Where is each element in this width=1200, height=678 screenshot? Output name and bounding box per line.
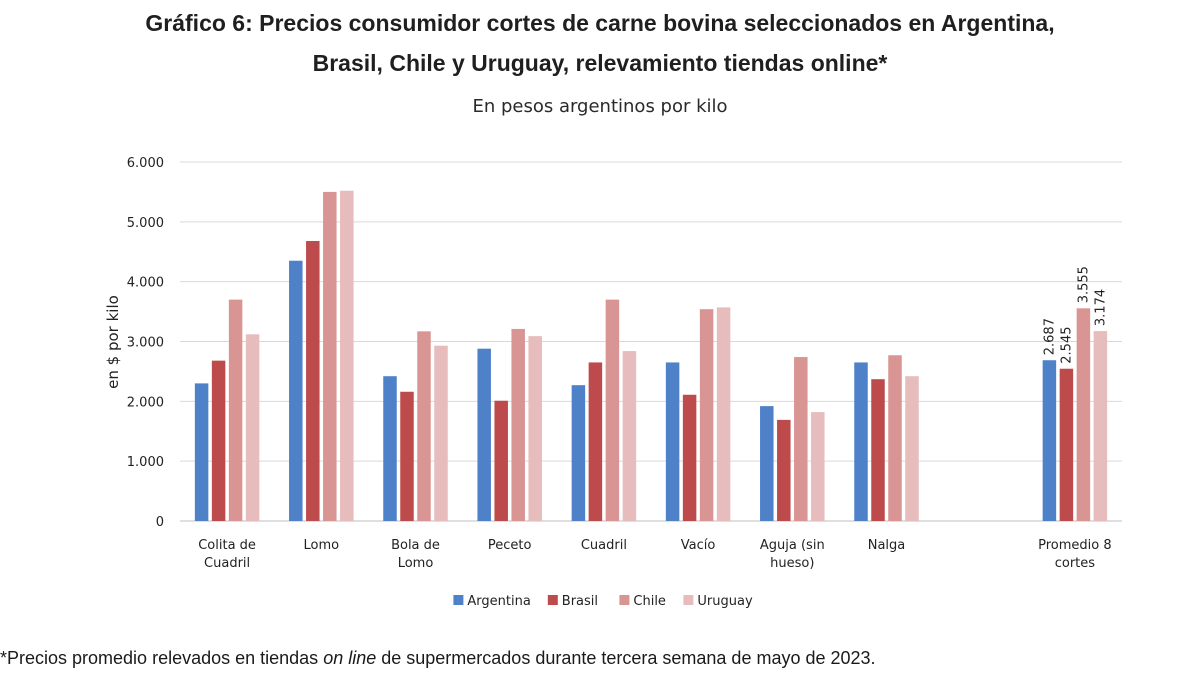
bar-argentina <box>571 385 586 521</box>
x-tick-label: Peceto <box>488 538 532 553</box>
footnote-prefix: *Precios promedio relevados en tiendas <box>0 648 324 668</box>
bar-chile <box>1076 308 1091 521</box>
data-label: 3.555 <box>1076 266 1091 303</box>
y-tick-label: 1.000 <box>127 455 164 470</box>
bar-brasil <box>682 394 697 521</box>
x-tick-label: Colita de Cuadril <box>198 538 256 571</box>
y-tick-label: 4.000 <box>127 276 164 291</box>
bar-uruguay <box>434 345 448 521</box>
footnote: *Precios promedio relevados en tiendas o… <box>0 648 1200 669</box>
bar-uruguay <box>622 351 637 521</box>
bar-argentina <box>383 376 397 521</box>
legend-label-brasil: Brasil <box>562 594 598 609</box>
bar-uruguay <box>716 307 731 521</box>
bar-argentina <box>194 383 209 521</box>
footnote-italic: on line <box>323 648 377 668</box>
data-label: 3.174 <box>1093 289 1108 326</box>
bar-chile <box>511 328 525 521</box>
x-tick-label: Promedio 8 cortes <box>1038 538 1112 571</box>
legend-swatch-argentina <box>453 595 464 605</box>
bar-chile <box>228 299 243 521</box>
y-tick-label: 0 <box>156 515 164 530</box>
y-tick-label: 5.000 <box>127 216 164 231</box>
bar-brasil <box>871 379 885 521</box>
footnote-suffix: de supermercados durante tercera semana … <box>376 648 876 668</box>
bar-chile <box>699 309 714 521</box>
bar-argentina <box>477 348 491 521</box>
bar-brasil <box>400 391 414 521</box>
legend-label-chile: Chile <box>633 594 666 609</box>
data-label: 2.545 <box>1059 327 1074 364</box>
legend-label-argentina: Argentina <box>467 594 530 609</box>
legend-swatch-chile <box>619 595 630 605</box>
bar-brasil <box>211 360 226 521</box>
bar-chile <box>888 355 902 521</box>
legend-swatch-brasil <box>547 595 558 605</box>
legend: Argentina Brasil Chile Uruguay <box>453 594 753 609</box>
bar-uruguay <box>245 334 260 521</box>
y-tick-label: 3.000 <box>127 336 164 351</box>
bar-brasil <box>588 362 603 521</box>
bar-brasil <box>306 240 320 522</box>
bar-argentina <box>854 362 868 521</box>
bar-chile <box>605 299 620 521</box>
bar-argentina <box>760 406 774 521</box>
x-tick-label: Cuadril <box>581 538 627 553</box>
bar-uruguay <box>528 336 542 521</box>
legend-swatch-uruguay <box>683 595 694 605</box>
bar-chile <box>323 191 337 521</box>
x-tick-label: Lomo <box>304 538 340 553</box>
gridlines <box>180 161 1122 522</box>
y-tick-label: 2.000 <box>127 395 164 410</box>
legend-label-uruguay: Uruguay <box>697 594 753 609</box>
chart-subtitle: En pesos argentinos por kilo <box>472 96 728 117</box>
bars <box>194 190 1108 522</box>
x-tick-label: Bola de Lomo <box>391 538 440 571</box>
bar-argentina <box>1042 360 1057 521</box>
bar-argentina <box>289 260 303 521</box>
bar-brasil <box>494 400 508 521</box>
bar-brasil <box>777 419 791 521</box>
x-tick-label: Nalga <box>868 538 906 553</box>
y-axis-ticks: 0 1.000 2.000 3.000 4.000 5.000 6.000 <box>127 156 164 530</box>
chart-title-line-2: Brasil, Chile y Uruguay, relevamiento ti… <box>312 50 888 76</box>
x-axis-labels: Colita de Cuadril Lomo Bola de Lomo Peceto Cua… <box>198 538 1111 571</box>
bar-uruguay <box>340 190 354 521</box>
bar-uruguay <box>811 412 825 521</box>
bar-chile <box>794 357 808 521</box>
bar-argentina <box>665 362 680 521</box>
data-label: 2.687 <box>1042 318 1057 355</box>
x-tick-label: Vacío <box>681 538 716 553</box>
chart-title-line-1: Gráfico 6: Precios consumidor cortes de … <box>145 10 1055 36</box>
bar-chart: 0 1.000 2.000 3.000 4.000 5.000 6.000 Colita d… <box>104 156 1122 609</box>
bar-brasil <box>1059 368 1074 521</box>
bar-uruguay <box>1093 331 1108 521</box>
bar-chile <box>417 331 431 521</box>
x-tick-label: Aguja (sin hueso) <box>760 538 825 571</box>
y-axis-label: en $ por kilo <box>104 295 122 389</box>
bar-uruguay <box>905 376 919 521</box>
y-tick-label: 6.000 <box>127 156 164 171</box>
